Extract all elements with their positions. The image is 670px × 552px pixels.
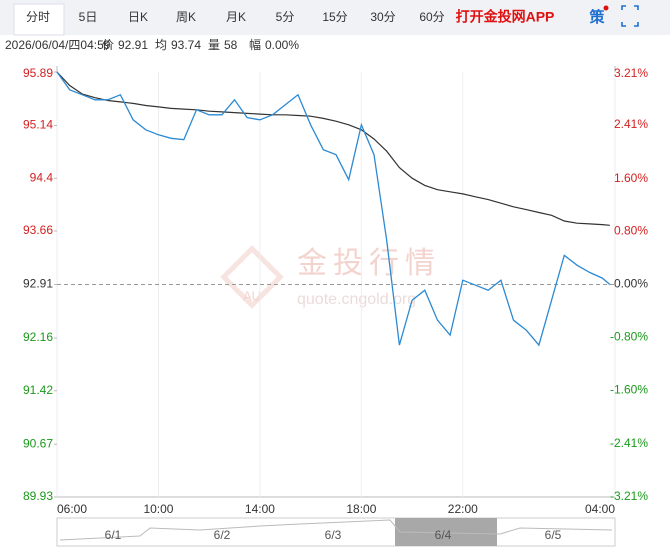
navigator-label: 6/2 [214,528,231,542]
tab[interactable]: 15分 [322,10,347,24]
y2-tick-label: -2.41% [610,436,648,450]
fullscreen-button[interactable] [621,5,639,27]
strategy-button[interactable]: 策 [588,8,605,26]
x-tick-label: 18:00 [346,502,376,516]
y2-tick-label: 2.41% [614,117,648,131]
y2-tick-label: -0.80% [610,330,648,344]
tab-bar [0,0,670,35]
info-change-label: 幅 [249,37,261,52]
info-line: 2026/06/04/四04:59价 92.91 均 93.74 量 58 幅 0.00% [5,37,299,52]
x-tick-label: 04:00 [585,502,615,516]
x-tick-label: 06:00 [57,502,87,516]
y-tick-label: 92.91 [23,277,53,291]
x-tick-label: 10:00 [143,502,173,516]
info-price: 92.91 [118,38,148,52]
watermark: AU 金投行情 quote.cngold.org [220,245,441,309]
watermark-title: 金投行情 [297,247,441,280]
tab[interactable]: 5分 [276,10,295,24]
y2-tick-label: 0.80% [614,224,648,238]
y2-tick-label: -1.60% [610,383,648,397]
y2-tick-label: 3.21% [614,66,648,80]
navigator-label: 6/1 [105,528,122,542]
y2-tick-label: 1.60% [614,171,648,185]
x-tick-label: 22:00 [448,502,478,516]
info-avg-label: 均 [155,38,167,52]
info-avg: 93.74 [171,38,201,52]
y-tick-label: 95.89 [23,66,53,80]
y-tick-label: 95.14 [23,118,53,132]
tab[interactable]: 30分 [370,10,395,24]
badge [603,5,609,11]
x-tick-label: 14:00 [245,502,275,516]
info-price-label: 价 [102,38,114,52]
navigator-trace [59,519,613,541]
tab[interactable]: 日K [128,10,148,24]
y-tick-label: 92.16 [23,330,53,344]
series-line [56,71,610,226]
y2-tick-label: -3.21% [610,489,648,503]
tab[interactable]: 月K [226,10,246,24]
tab[interactable]: 5日 [79,10,98,24]
navigator-label: 6/3 [325,528,342,542]
y-tick-label: 93.66 [23,223,53,237]
y-tick-label: 94.4 [30,170,54,184]
watermark-logo [220,245,284,309]
tab[interactable]: 周K [176,10,196,24]
navigator-label: 6/5 [545,528,562,542]
watermark-logo-text: AU [243,288,261,303]
tab[interactable]: 分时 [26,10,50,24]
info-date: 2026/06/04/四04:59 [5,38,111,52]
info-volume-label: 量 [208,38,220,52]
active-tab [13,3,65,36]
info-change: 0.00% [265,38,299,52]
y-tick-label: 91.42 [23,383,53,397]
navigator-label: 6/4 [435,528,452,542]
series-line [56,71,611,347]
y-tick-label: 90.67 [23,436,53,450]
app-link[interactable]: 打开金投网APP [456,9,555,25]
y2-tick-label: 0.00% [614,277,648,291]
watermark-url: quote.cngold.org [297,291,416,308]
tab[interactable]: 60分 [419,10,444,24]
info-volume: 58 [224,38,238,52]
y-tick-label: 89.93 [23,489,53,503]
